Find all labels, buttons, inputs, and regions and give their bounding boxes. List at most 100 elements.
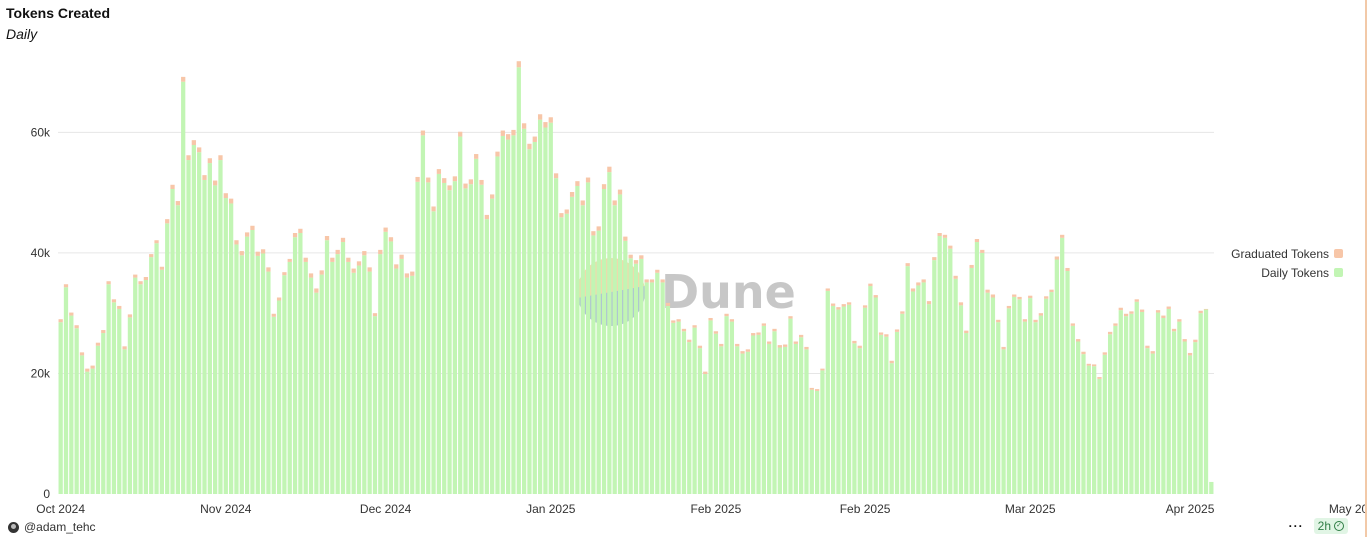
bar-daily-tokens[interactable] [756, 334, 761, 494]
bar-daily-tokens[interactable] [1006, 308, 1012, 494]
bar-daily-tokens[interactable] [143, 280, 149, 494]
bar-graduated-tokens[interactable] [378, 249, 383, 255]
bar-graduated-tokens[interactable] [719, 343, 724, 347]
bar-graduated-tokens[interactable] [95, 342, 101, 346]
bar-daily-tokens[interactable] [942, 237, 948, 494]
bar-daily-tokens[interactable] [564, 213, 569, 495]
bar-daily-tokens[interactable] [1044, 298, 1049, 494]
bar-graduated-tokens[interactable] [830, 303, 836, 306]
bar-graduated-tokens[interactable] [223, 193, 228, 199]
bar-daily-tokens[interactable] [527, 149, 532, 494]
bar-daily-tokens[interactable] [394, 268, 399, 494]
bar-daily-tokens[interactable] [809, 389, 814, 494]
bar-graduated-tokens[interactable] [687, 339, 692, 343]
bar-daily-tokens[interactable] [937, 236, 942, 494]
bar-graduated-tokens[interactable] [559, 213, 564, 218]
bar-daily-tokens[interactable] [1145, 348, 1150, 494]
bar-daily-tokens[interactable] [900, 313, 905, 494]
bar-daily-tokens[interactable] [436, 173, 442, 495]
bar-daily-tokens[interactable] [474, 158, 479, 494]
bar-graduated-tokens[interactable] [1060, 234, 1065, 238]
bar-daily-tokens[interactable] [873, 297, 878, 494]
bar-daily-tokens[interactable] [532, 141, 537, 494]
bar-graduated-tokens[interactable] [106, 281, 111, 285]
bar-daily-tokens[interactable] [383, 231, 388, 494]
bar-graduated-tokens[interactable] [846, 302, 852, 305]
bar-daily-tokens[interactable] [452, 181, 458, 495]
bar-daily-tokens[interactable] [1150, 353, 1155, 494]
bar-daily-tokens[interactable] [884, 336, 889, 494]
bar-graduated-tokens[interactable] [820, 368, 825, 371]
bar-graduated-tokens[interactable] [234, 240, 239, 245]
bar-daily-tokens[interactable] [948, 248, 953, 494]
bar-daily-tokens[interactable] [601, 188, 607, 494]
bar-daily-tokens[interactable] [537, 119, 543, 495]
bar-graduated-tokens[interactable] [186, 155, 191, 161]
bar-graduated-tokens[interactable] [1166, 306, 1171, 309]
bar-graduated-tokens[interactable] [703, 371, 708, 375]
bar-daily-tokens[interactable] [1171, 331, 1177, 494]
bar-daily-tokens[interactable] [1012, 296, 1017, 494]
bar-graduated-tokens[interactable] [575, 181, 580, 186]
bar-daily-tokens[interactable] [1193, 342, 1198, 494]
bar-graduated-tokens[interactable] [90, 365, 95, 369]
bar-graduated-tokens[interactable] [932, 257, 937, 261]
bar-graduated-tokens[interactable] [990, 294, 996, 298]
bar-daily-tokens[interactable] [122, 349, 127, 494]
bar-graduated-tokens[interactable] [133, 274, 138, 278]
bar-daily-tokens[interactable] [106, 284, 111, 494]
bar-daily-tokens[interactable] [921, 282, 926, 494]
bar-graduated-tokens[interactable] [367, 267, 372, 272]
bar-daily-tokens[interactable] [719, 346, 724, 494]
bar-graduated-tokens[interactable] [1155, 310, 1161, 313]
bar-graduated-tokens[interactable] [1145, 345, 1150, 349]
bar-daily-tokens[interactable] [612, 205, 617, 494]
bar-daily-tokens[interactable] [1038, 315, 1043, 494]
bar-graduated-tokens[interactable] [117, 305, 122, 309]
bar-graduated-tokens[interactable] [799, 334, 804, 338]
bar-daily-tokens[interactable] [580, 205, 585, 494]
bar-daily-tokens[interactable] [1102, 354, 1107, 494]
bar-graduated-tokens[interactable] [463, 183, 468, 189]
bar-daily-tokens[interactable] [255, 255, 260, 494]
bar-graduated-tokens[interactable] [612, 200, 617, 206]
bar-graduated-tokens[interactable] [894, 329, 900, 332]
bar-graduated-tokens[interactable] [388, 237, 394, 242]
bar-graduated-tokens[interactable] [868, 283, 873, 287]
bar-daily-tokens[interactable] [910, 291, 916, 494]
bar-daily-tokens[interactable] [825, 290, 830, 494]
bar-graduated-tokens[interactable] [383, 227, 388, 232]
bar-graduated-tokens[interactable] [1113, 323, 1118, 326]
bar-daily-tokens[interactable] [484, 219, 489, 494]
bar-graduated-tokens[interactable] [841, 304, 846, 307]
bar-graduated-tokens[interactable] [1044, 296, 1049, 299]
bar-daily-tokens[interactable] [735, 346, 740, 494]
bar-daily-tokens[interactable] [703, 374, 708, 494]
bar-daily-tokens[interactable] [633, 263, 639, 494]
bar-graduated-tokens[interactable] [511, 129, 516, 136]
bar-daily-tokens[interactable] [596, 230, 601, 494]
bar-daily-tokens[interactable] [271, 316, 276, 494]
bar-daily-tokens[interactable] [846, 304, 852, 494]
bar-daily-tokens[interactable] [729, 321, 735, 494]
bar-graduated-tokens[interactable] [740, 351, 745, 354]
bar-daily-tokens[interactable] [804, 349, 809, 494]
bar-graduated-tokens[interactable] [543, 122, 548, 128]
bar-daily-tokens[interactable] [751, 335, 756, 494]
bar-graduated-tokens[interactable] [980, 249, 985, 253]
bar-graduated-tokens[interactable] [1150, 351, 1155, 354]
bar-graduated-tokens[interactable] [426, 177, 431, 183]
bar-graduated-tokens[interactable] [282, 272, 287, 276]
bar-graduated-tokens[interactable] [958, 302, 964, 306]
bar-daily-tokens[interactable] [287, 261, 292, 494]
bar-graduated-tokens[interactable] [143, 277, 149, 281]
bar-graduated-tokens[interactable] [191, 140, 196, 145]
bar-graduated-tokens[interactable] [793, 341, 798, 344]
bar-daily-tokens[interactable] [820, 370, 825, 494]
bar-graduated-tokens[interactable] [372, 313, 378, 317]
bar-graduated-tokens[interactable] [681, 328, 687, 332]
bar-graduated-tokens[interactable] [910, 288, 916, 292]
bar-daily-tokens[interactable] [649, 282, 655, 494]
bar-graduated-tokens[interactable] [708, 317, 713, 321]
bar-graduated-tokens[interactable] [953, 275, 958, 279]
